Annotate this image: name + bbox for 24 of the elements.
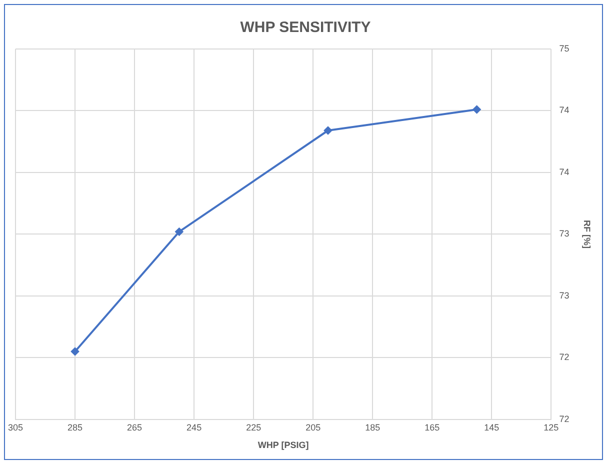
x-tick-label: 265 xyxy=(127,422,142,432)
x-axis-title: WHP [PSIG] xyxy=(258,440,309,450)
chart-title: WHP SENSITIVITY xyxy=(240,19,371,36)
y-tick-label: 74 xyxy=(559,105,570,116)
point xyxy=(175,228,184,236)
x-tick-label: 205 xyxy=(306,422,321,432)
x-tick-label: 305 xyxy=(8,422,24,432)
x-tick-label: 165 xyxy=(424,422,440,432)
x-tick-label: 125 xyxy=(544,422,559,432)
point xyxy=(324,126,332,134)
y-tick-label: 75 xyxy=(559,43,570,54)
x-tick-label: 145 xyxy=(484,422,500,432)
y-axis-title: RF [%] xyxy=(582,220,592,248)
x-tick-label: 245 xyxy=(186,422,202,432)
x-tick-label: 225 xyxy=(246,422,262,432)
y-tick-label: 73 xyxy=(559,290,570,300)
y-tick-label: 72 xyxy=(559,414,570,424)
point xyxy=(472,106,481,114)
y-tick-label: 72 xyxy=(559,352,570,362)
x-tick-label: 285 xyxy=(68,422,83,432)
y-tick-label: 74 xyxy=(559,166,570,177)
y-tick-label: 73 xyxy=(559,228,570,239)
point xyxy=(71,347,80,356)
x-tick-label: 185 xyxy=(365,422,380,432)
